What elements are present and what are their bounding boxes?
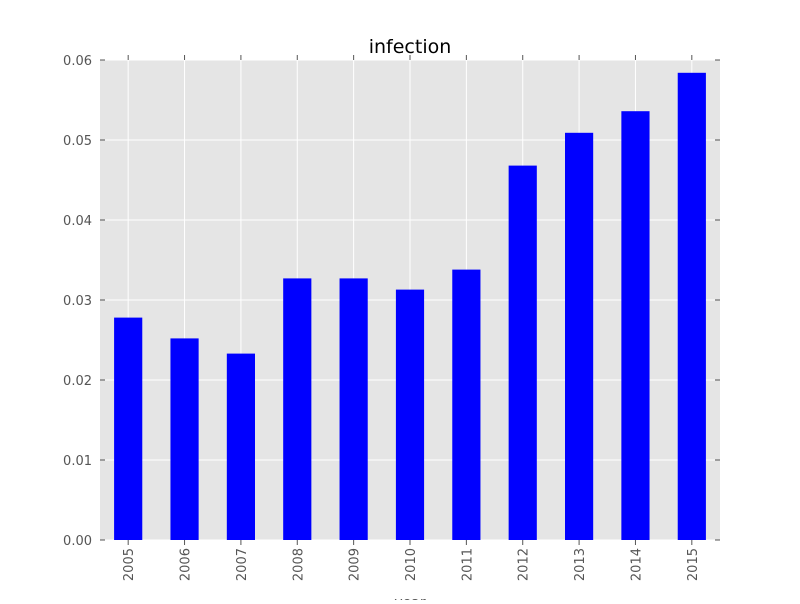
y-tick-labels: 0.00 0.01 0.02 0.03 0.04 0.05 0.06 bbox=[63, 54, 92, 549]
bar-2008 bbox=[283, 278, 312, 540]
x-tick-label: 2014 bbox=[629, 548, 644, 581]
y-tick-label: 0.06 bbox=[63, 54, 92, 69]
y-tick-label: 0.05 bbox=[63, 134, 92, 149]
x-tick-labels: 2005 2006 2007 2008 2009 2010 2011 2012 2013 2014… bbox=[122, 548, 701, 581]
x-tick-label: 2008 bbox=[291, 548, 306, 581]
bar-2005 bbox=[114, 317, 143, 540]
bars bbox=[114, 72, 706, 541]
bar-2009 bbox=[339, 278, 368, 540]
y-tick-label: 0.00 bbox=[63, 534, 92, 549]
y-tick-label: 0.01 bbox=[63, 454, 92, 469]
chart-title: infection bbox=[369, 36, 452, 58]
bar-2010 bbox=[395, 289, 425, 540]
x-tick-label: 2007 bbox=[235, 548, 250, 581]
tick-marks bbox=[100, 55, 720, 545]
x-tick-label: 2006 bbox=[179, 548, 194, 581]
bar-2006 bbox=[170, 338, 199, 540]
x-tick-label: 2009 bbox=[348, 548, 363, 581]
y-tick-label: 0.04 bbox=[63, 214, 92, 229]
x-tick-label: 2005 bbox=[122, 548, 137, 581]
x-axis-label: year bbox=[394, 595, 425, 600]
bar-2012 bbox=[508, 165, 537, 540]
y-tick-label: 0.03 bbox=[63, 294, 92, 309]
x-tick-label: 2011 bbox=[460, 548, 475, 581]
y-tick-label: 0.02 bbox=[63, 374, 92, 389]
bar-2013 bbox=[565, 132, 594, 541]
bar-2014 bbox=[621, 111, 650, 540]
bar-2015 bbox=[677, 72, 706, 541]
x-tick-label: 2013 bbox=[573, 548, 588, 581]
bar-2007 bbox=[226, 353, 255, 540]
x-tick-label: 2015 bbox=[686, 548, 701, 581]
x-tick-label: 2012 bbox=[517, 548, 532, 581]
x-tick-label: 2010 bbox=[404, 548, 419, 581]
bar-2011 bbox=[452, 269, 481, 540]
